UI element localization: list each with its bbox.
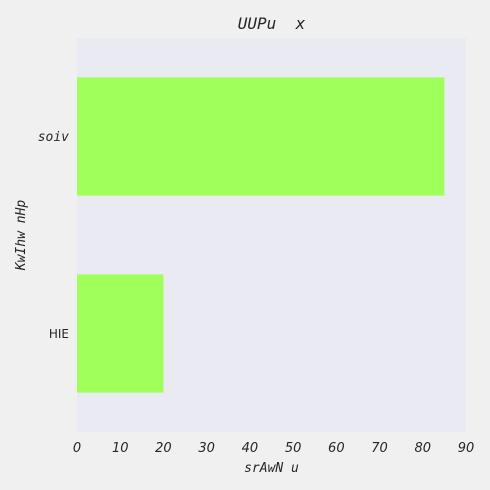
x-tick-label-30: 30 bbox=[198, 441, 215, 456]
bars-group bbox=[77, 77, 445, 393]
x-axis-label: srAwN u bbox=[244, 461, 299, 476]
y-axis-label: KwIhw nHp bbox=[14, 200, 29, 272]
x-tick-label-90: 90 bbox=[458, 441, 475, 456]
x-tick-label-60: 60 bbox=[328, 441, 345, 456]
x-tick-label-70: 70 bbox=[371, 441, 388, 456]
x-tick-label-40: 40 bbox=[242, 441, 259, 456]
x-tick-label-50: 50 bbox=[285, 441, 302, 456]
x-tick-label-10: 10 bbox=[112, 441, 129, 456]
x-tick-label-0: 0 bbox=[73, 441, 81, 456]
y-tick-label-hie: HIE bbox=[49, 327, 69, 341]
y-categories-group: HIE soiv bbox=[38, 130, 69, 341]
bar-soiv bbox=[77, 77, 445, 196]
bar-hie bbox=[77, 274, 164, 393]
chart-title: UUPu x bbox=[238, 14, 306, 33]
x-ticks-group: 0 10 20 30 40 50 60 70 80 90 bbox=[73, 441, 474, 456]
y-tick-label-soiv: soiv bbox=[38, 130, 69, 145]
x-tick-label-20: 20 bbox=[155, 441, 172, 456]
x-tick-label-80: 80 bbox=[415, 441, 432, 456]
